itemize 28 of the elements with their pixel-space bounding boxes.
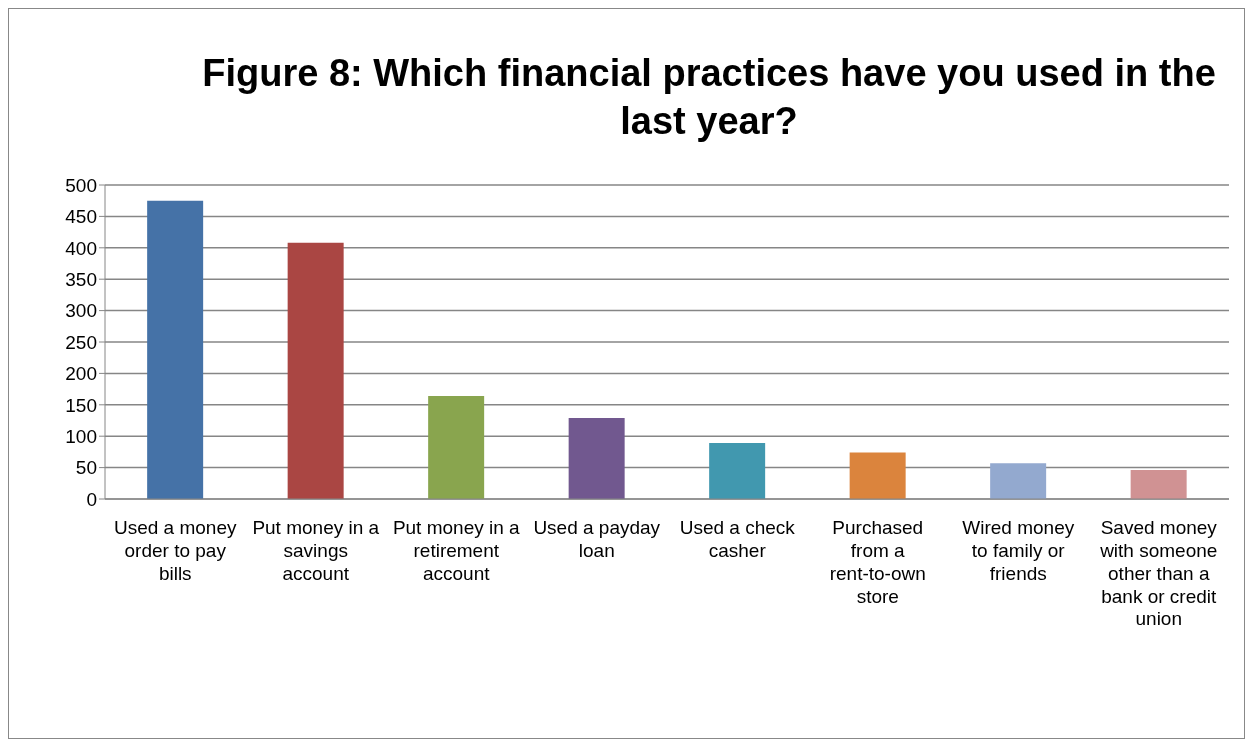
y-tick-label: 150: [65, 394, 97, 416]
y-tick-label: 100: [65, 425, 97, 447]
bar: [287, 242, 344, 499]
y-tick-label: 350: [65, 268, 97, 290]
x-tick-label: Put money in a retirement account: [392, 517, 521, 584]
x-tick-label: Wired money to family or friends: [962, 517, 1075, 584]
x-tick-label: Used a check casher: [679, 517, 796, 561]
x-tick-label: Put money in a savings account: [252, 517, 380, 584]
bar: [147, 200, 204, 499]
bar: [1130, 470, 1187, 499]
chart-title: Figure 8: Which financial practices have you used in the last year?: [201, 51, 1217, 144]
y-tick-label: 50: [75, 457, 97, 479]
x-tick-label: Used a money order to pay bills: [113, 517, 237, 584]
x-tick-label: Saved money with someone other than a bank or credit union: [1099, 517, 1218, 630]
x-tick-label: Used a payday loan: [533, 517, 661, 561]
y-tick-label: 0: [86, 488, 97, 510]
y-tick-label: 450: [65, 206, 97, 228]
x-tick-label: Purchased from a rent-to-own store: [829, 517, 926, 607]
y-tick-label: 300: [65, 300, 97, 322]
y-tick-label: 200: [65, 363, 97, 385]
bar: [428, 396, 485, 499]
y-tick-label: 250: [65, 331, 97, 353]
y-tick-label: 400: [65, 237, 97, 259]
bar: [849, 452, 906, 499]
bar: [568, 417, 625, 499]
bar: [990, 463, 1047, 499]
bar: [709, 443, 766, 499]
y-tick-label: 500: [65, 174, 97, 196]
